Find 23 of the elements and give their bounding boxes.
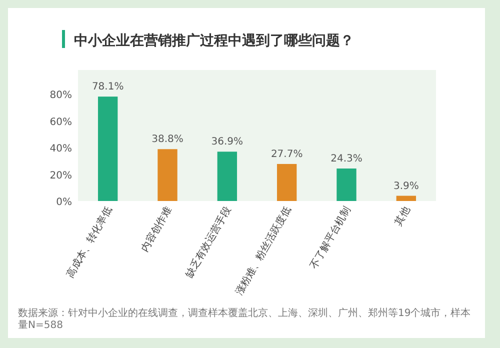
chart-title: 中小企业在营销推广过程中遇到了哪些问题？ (74, 32, 354, 49)
bar (158, 149, 178, 201)
y-tick-label: 80% (50, 90, 72, 102)
y-tick-label: 20% (50, 170, 72, 182)
bar (396, 196, 416, 201)
x-tick-label: 其他 (392, 204, 413, 228)
data-label: 27.7% (270, 148, 303, 160)
source-note: 数据来源：针对中小企业的在线调查，调查样本覆盖北京、上海、深圳、广州、郑州等19个城市，样本量N=588 (18, 308, 472, 332)
x-tick-label: 内容创作难 (138, 204, 174, 254)
x-tick-label: 缺乏有效运营手段 (183, 204, 234, 280)
data-label: 38.8% (152, 134, 184, 146)
data-label: 24.3% (330, 154, 362, 165)
x-tick-label: 涨粉难、粉丝活跃度低 (233, 204, 294, 298)
x-tick-label: 不了解平台机制 (308, 204, 354, 272)
data-label: 3.9% (393, 180, 419, 192)
data-label: 78.1% (92, 82, 124, 93)
y-tick-label: 40% (50, 144, 72, 155)
bar (276, 164, 297, 201)
y-tick-label: 60% (50, 116, 72, 128)
bar (98, 96, 118, 201)
data-label: 36.9% (211, 136, 244, 148)
bar (217, 152, 238, 201)
bar (336, 168, 356, 201)
